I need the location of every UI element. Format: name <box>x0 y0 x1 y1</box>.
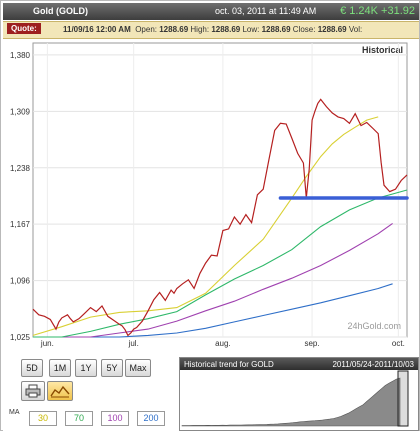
quote-label: Quote: <box>7 23 41 34</box>
historical-trend-panel: Historical trend for GOLD 2011/05/24-201… <box>179 357 419 431</box>
ma-70-input[interactable]: 70 <box>65 411 93 426</box>
series-line-3 <box>33 222 393 338</box>
symbol-label: Gold (GOLD) <box>33 6 88 16</box>
historical-trend-range: 2011/05/24-2011/10/03 <box>332 360 414 369</box>
ma-label: MA <box>9 409 20 416</box>
title-bar: Gold (GOLD) oct. 03, 2011 at 11:49 AM € … <box>3 3 419 20</box>
x-tick-label: sep. <box>304 339 319 348</box>
quote-low: 1288.69 <box>261 25 291 34</box>
historical-trend-chart[interactable] <box>180 370 416 428</box>
chart-mode-icon[interactable] <box>47 381 73 401</box>
chart-mode-label: Historical <box>362 45 403 55</box>
y-tick-label: 1,167 <box>10 220 31 229</box>
series-line-2 <box>33 189 408 338</box>
period-1m-button[interactable]: 1M <box>49 359 71 377</box>
x-tick-label: aug. <box>215 339 231 348</box>
ma-200-input[interactable]: 200 <box>137 411 165 426</box>
price-change-label: € 1.24K +31.92 <box>340 5 415 17</box>
y-tick-label: 1,096 <box>10 277 31 286</box>
period-max-button[interactable]: Max <box>125 359 151 377</box>
price-chart[interactable]: Historical 1,025 1,096 1,167 1,238 1,309 1,380… <box>1 37 420 353</box>
quote-date: 11/09/16 12:00 AM <box>63 25 131 34</box>
period-5d-button[interactable]: 5D <box>21 359 43 377</box>
plot-area <box>32 42 408 338</box>
datetime-label: oct. 03, 2011 at 11:49 AM <box>215 6 317 16</box>
historical-trend-title: Historical trend for GOLD <box>184 360 274 369</box>
quote-high: 1288.69 <box>211 25 241 34</box>
printer-icon[interactable] <box>21 381 45 401</box>
y-tick-label: 1,025 <box>10 333 31 342</box>
historical-trend-area <box>181 377 401 427</box>
period-5y-button[interactable]: 5Y <box>101 359 123 377</box>
series-line-0 <box>32 98 408 337</box>
x-tick-label: jun. <box>40 339 54 348</box>
quote-open: 1288.69 <box>159 25 189 34</box>
x-tick-label: oct. <box>392 339 405 348</box>
y-tick-label: 1,380 <box>10 51 31 60</box>
range-selector-handle[interactable] <box>397 370 409 427</box>
x-tick-label: jul. <box>128 339 139 348</box>
y-tick-label: 1,238 <box>10 164 31 173</box>
series-line-1 <box>32 116 379 336</box>
quote-values: 11/09/16 12:00 AM Open: 1288.69 High: 12… <box>63 25 363 34</box>
historical-trend-header: Historical trend for GOLD 2011/05/24-201… <box>180 358 418 370</box>
quote-bar: Quote: 11/09/16 12:00 AM Open: 1288.69 H… <box>3 21 419 39</box>
quote-close: 1288.69 <box>317 25 347 34</box>
ma-30-input[interactable]: 30 <box>29 411 57 426</box>
ma-100-input[interactable]: 100 <box>101 411 129 426</box>
period-1y-button[interactable]: 1Y <box>75 359 97 377</box>
y-tick-label: 1,309 <box>10 107 31 116</box>
series-line-4 <box>33 283 393 338</box>
watermark-label: 24hGold.com <box>347 321 401 331</box>
chart-controls: 5D 1M 1Y 5Y Max MA 30 70 100 200 Histori… <box>3 353 419 431</box>
